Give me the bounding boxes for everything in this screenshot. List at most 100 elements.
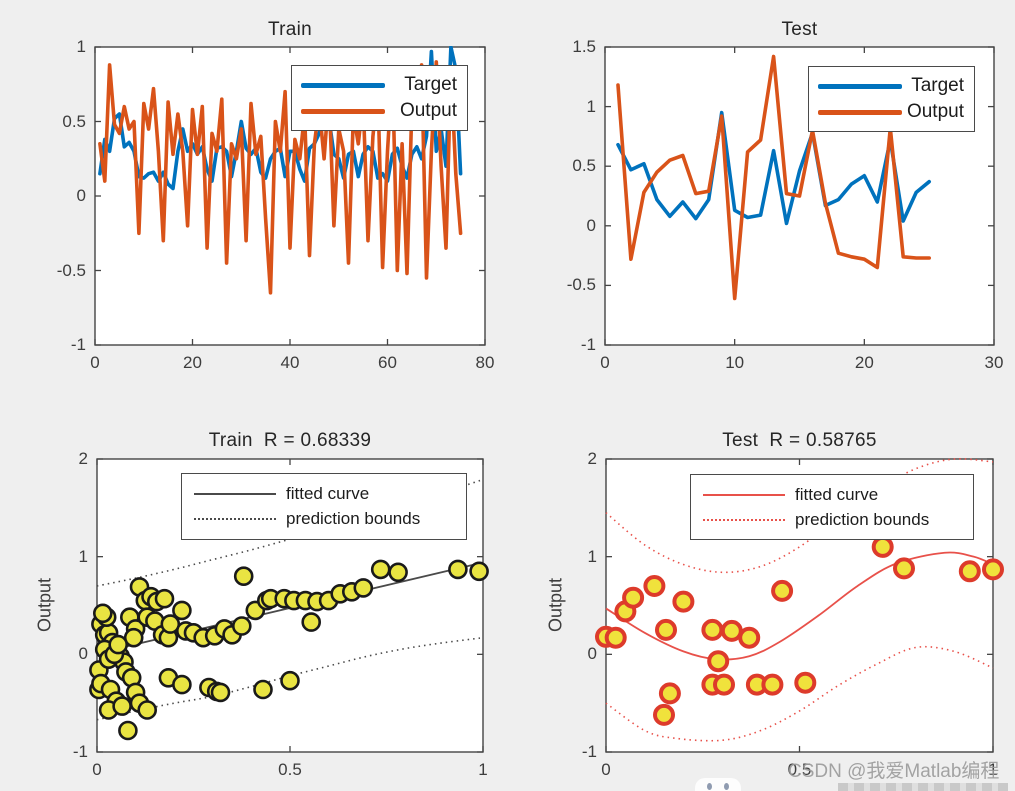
x-tick-label: 30 [984, 353, 1004, 372]
scatter-point [771, 579, 794, 602]
x-tick-label: 60 [378, 353, 397, 372]
x-tick-label: 0 [92, 760, 102, 779]
legend-label: prediction bounds [286, 509, 421, 529]
y-tick-label: -0.5 [566, 275, 596, 295]
legend-item-prediction-bounds: prediction bounds [703, 507, 961, 532]
legend-label: Output [399, 100, 457, 121]
test-regression-title: Test R = 0.58765 [722, 430, 877, 451]
test-legend: Target Output [808, 66, 975, 132]
x-tick-label: 0.5 [787, 760, 812, 779]
scatter-point [253, 679, 273, 700]
test-regression-ylabel: Output [545, 577, 566, 633]
y-tick-label: 1.5 [572, 37, 596, 56]
fitted-curve-swatch [703, 493, 785, 496]
scatter-point [154, 588, 175, 609]
x-tick-label: 80 [475, 353, 495, 372]
scatter-point [794, 671, 817, 694]
legend-item-output: Output [301, 98, 457, 124]
scatter-point [469, 561, 489, 582]
test-regression-legend: fitted curve prediction bounds [690, 474, 974, 540]
scatter-point [622, 586, 645, 609]
x-tick-label: 1 [478, 760, 488, 779]
y-tick-label: 0.5 [572, 156, 596, 176]
scatter-point [643, 575, 666, 597]
train-regression-legend: fitted curve prediction bounds [181, 473, 467, 540]
scatter-point [210, 682, 231, 703]
legend-label: Target [911, 75, 964, 96]
x-tick-label: 0 [90, 353, 100, 372]
y-tick-label: -1 [580, 335, 596, 354]
y-tick-label: -1 [581, 742, 597, 761]
scatter-point [707, 650, 730, 673]
scatter-point [301, 612, 321, 632]
legend-label: fitted curve [286, 483, 370, 503]
target-line-swatch [818, 83, 902, 89]
train-regression-ylabel: Output [34, 577, 55, 633]
scatter-point [370, 559, 391, 580]
y-tick-label: 0 [78, 644, 88, 664]
csdn-watermark: CSDN @我爱Matlab编程 [788, 761, 1000, 782]
scatter-point [958, 560, 981, 583]
scatter-point [713, 673, 735, 696]
train-legend: Target Output [291, 65, 468, 131]
scatter-point [233, 566, 254, 586]
legend-item-output: Output [818, 99, 964, 125]
scatter-point [172, 674, 192, 695]
fitted-curve-swatch [194, 492, 276, 495]
scatter-point [653, 703, 675, 726]
train-plot-title: Train [267, 19, 313, 40]
y-tick-label: 0 [587, 644, 597, 664]
y-tick-label: 1 [587, 546, 597, 566]
legend-label: Output [906, 101, 964, 122]
test-plot-title: Test [781, 19, 818, 40]
scatter-point [108, 634, 129, 655]
scatter-point [123, 627, 144, 648]
legend-item-target: Target [818, 73, 964, 99]
y-tick-label: 0 [586, 215, 596, 235]
x-tick-label: 40 [280, 353, 300, 372]
scatter-point [982, 558, 1004, 581]
x-tick-label: 10 [725, 353, 745, 372]
fitted-curve [605, 551, 994, 661]
scatter-point [137, 700, 158, 720]
y-tick-label: 1 [78, 546, 88, 566]
plot-data [98, 46, 463, 295]
scatter-point [604, 626, 627, 649]
y-tick-label: 1 [76, 37, 86, 56]
prediction-bounds-swatch [703, 518, 785, 521]
scatter-point [388, 562, 408, 583]
x-tick-label: 0 [601, 760, 611, 779]
x-tick-label: 20 [854, 353, 874, 372]
scatter-point [280, 670, 300, 691]
watermark-logo-fragment [695, 778, 741, 791]
scatter-point [672, 590, 695, 613]
legend-label: fitted curve [795, 484, 879, 504]
prediction-bound-lower [605, 645, 994, 742]
data-markers [595, 535, 1004, 726]
scatter-point [353, 578, 374, 598]
y-tick-label: -0.5 [56, 260, 86, 280]
legend-item-fitted-curve: fitted curve [194, 481, 454, 507]
output-line [98, 60, 463, 295]
legend-label: prediction bounds [795, 509, 930, 529]
target-line [616, 110, 932, 226]
scatter-point [658, 682, 681, 705]
y-tick-label: 0.5 [62, 111, 86, 131]
legend-label: Target [404, 74, 457, 95]
y-tick-label: 2 [78, 449, 88, 468]
legend-item-prediction-bounds: prediction bounds [194, 507, 454, 533]
scatter-point [655, 618, 677, 641]
axis-ticks [96, 458, 484, 753]
scatter-point [232, 616, 252, 636]
y-tick-label: -1 [72, 742, 88, 761]
x-tick-label: 0 [600, 353, 610, 372]
legend-item-target: Target [301, 72, 457, 98]
scatter-point [93, 603, 113, 624]
axis-ticks [94, 46, 486, 346]
output-line-swatch [301, 108, 385, 114]
scatter-point [893, 557, 915, 580]
train-regression-title: Train R = 0.68339 [208, 430, 372, 451]
scatter-point [172, 600, 192, 621]
x-tick-label: 0.5 [278, 760, 302, 779]
